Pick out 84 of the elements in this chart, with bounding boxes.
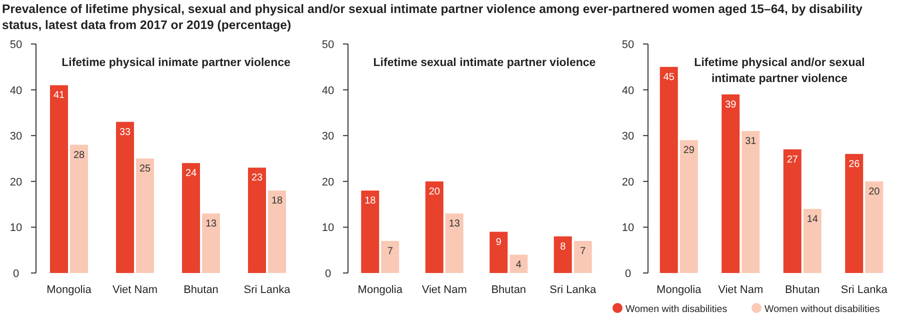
y-tick-label: 10 [622, 222, 634, 234]
data-label: 24 [185, 168, 197, 180]
data-label: 7 [580, 246, 586, 257]
bar [845, 154, 864, 273]
y-tick-label: 20 [622, 176, 634, 188]
x-tick-label: Sri Lanka [244, 284, 292, 296]
bar [803, 208, 822, 273]
y-tick-label: 30 [622, 130, 634, 143]
data-label: 7 [387, 246, 394, 257]
data-label: 18 [364, 196, 376, 207]
data-label: 31 [745, 136, 757, 148]
data-label: 13 [205, 218, 217, 230]
x-tick-label: Viet Nam [112, 284, 158, 296]
bar [510, 254, 528, 273]
data-label: 23 [251, 172, 263, 184]
y-tick-label: 50 [10, 39, 22, 51]
bar [381, 240, 400, 273]
x-tick-label: Bhutan [184, 284, 218, 296]
text: Lifetime physical inimate partner violence [62, 57, 290, 69]
data-label: 9 [496, 236, 502, 248]
x-tick-label: Sri Lanka [840, 284, 888, 296]
bar [182, 163, 200, 273]
y-tick-label: 30 [10, 130, 22, 143]
x-tick-label: Bhutan [784, 284, 820, 296]
data-label: 8 [560, 241, 566, 252]
data-label: 33 [119, 126, 131, 138]
bar [742, 131, 760, 273]
y-tick-label: 30 [322, 130, 334, 143]
y-tick-label: 0 [624, 268, 632, 280]
bar [660, 66, 678, 273]
bar [116, 122, 134, 273]
data-label: 28 [73, 150, 85, 161]
text: Prevalence of lifetime physical, sexual and physical and/or sexual intimate partner violence among ever-partnered women aged 15–64, by disability status, latest data from 2017 or 2019 (percentage) [2, 2, 863, 32]
bar [445, 213, 464, 273]
text: Lifetime physical and/or sexual intimate partner violence [694, 57, 865, 85]
data-label: 18 [271, 196, 283, 207]
x-tick-label: Mongolia [656, 284, 702, 296]
bar [865, 181, 884, 273]
bar [554, 236, 572, 273]
y-tick-label: 40 [10, 84, 22, 97]
data-label: 45 [663, 72, 675, 83]
data-label: 4 [516, 260, 522, 271]
y-tick-label: 10 [10, 222, 22, 234]
text: Lifetime sexual intimate partner violence [373, 57, 596, 69]
data-label: 39 [725, 99, 737, 110]
bar [680, 140, 698, 273]
legend-label: Women with disabilities [626, 304, 728, 315]
y-tick-label: 0 [324, 268, 332, 280]
y-tick-label: 20 [322, 176, 334, 188]
data-label: 14 [806, 214, 818, 225]
data-label: 13 [448, 218, 460, 230]
data-label: 27 [786, 154, 798, 166]
y-tick-label: 10 [322, 222, 334, 234]
data-label: 20 [868, 186, 880, 198]
x-tick-label: Mongolia [46, 284, 92, 296]
x-tick-label: Sri Lanka [550, 284, 597, 296]
bar [425, 181, 444, 273]
y-tick-label: 40 [622, 84, 634, 97]
bar [202, 213, 220, 273]
y-tick-label: 20 [10, 176, 22, 188]
y-tick-label: 40 [322, 84, 334, 97]
x-tick-label: Viet Nam [422, 284, 467, 296]
legend-label: Women without disabilities [764, 304, 880, 315]
x-tick-label: Mongolia [358, 284, 404, 296]
bar [70, 144, 88, 273]
x-tick-label: Bhutan [491, 284, 526, 296]
data-label: 26 [848, 158, 860, 170]
bar [490, 232, 508, 273]
bar [136, 158, 154, 273]
bar [722, 94, 740, 273]
bar [783, 149, 802, 273]
x-tick-label: Viet Nam [718, 284, 764, 296]
bar [248, 168, 266, 273]
bar [574, 240, 592, 273]
bar [361, 190, 380, 273]
data-label: 41 [53, 90, 65, 102]
y-tick-label: 50 [622, 39, 634, 51]
data-label: 20 [428, 186, 440, 198]
bar [50, 85, 68, 273]
data-label: 29 [683, 145, 695, 156]
data-label: 25 [139, 164, 151, 174]
bar [268, 190, 286, 273]
y-tick-label: 0 [12, 268, 20, 280]
y-tick-label: 50 [322, 39, 334, 51]
